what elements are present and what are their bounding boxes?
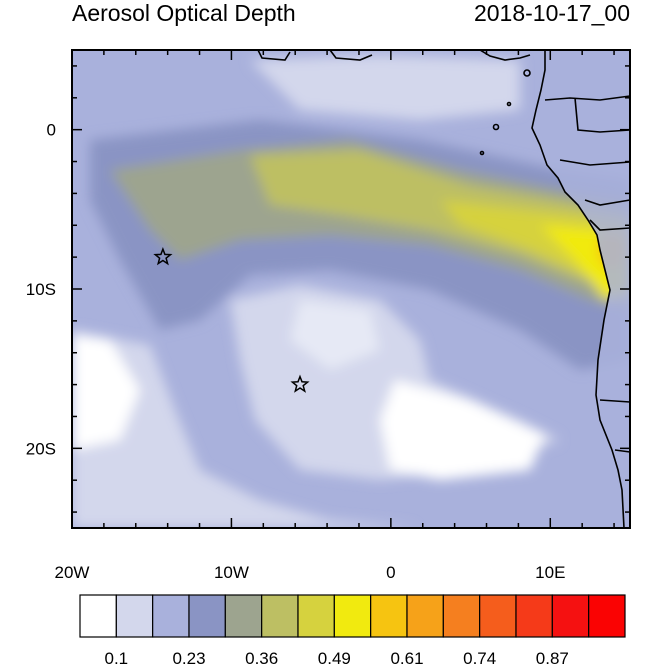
axis-tick-labels: 20W 10W 0 10E 0 10S 20S [26, 121, 566, 582]
colorbar: 0.1 0.23 0.36 0.49 0.61 0.74 0.87 [79, 594, 626, 667]
aod-plume-outer [110, 140, 630, 310]
x-tick-label: 10E [535, 563, 565, 582]
axis-ticks [71, 50, 630, 528]
y-tick-label: 10S [26, 280, 56, 299]
colorbar-swatch [370, 594, 408, 638]
x-tick-label: 0 [386, 563, 395, 582]
coastline-africa-west [531, 50, 625, 528]
x-tick-label: 20W [55, 563, 90, 582]
colorbar-swatch [188, 594, 226, 638]
coastlines [257, 50, 630, 528]
colorbar-label: 0.49 [318, 649, 351, 667]
colorbar-label: 0.74 [463, 649, 496, 667]
colorbar-label: 0.36 [245, 649, 278, 667]
colorbar-swatch [79, 594, 117, 638]
map-title: Aerosol Optical Depth [72, 0, 296, 26]
aod-field [72, 50, 630, 528]
colorbar-label: 0.61 [390, 649, 423, 667]
colorbar-swatch [406, 594, 444, 638]
aod-plume-middle [250, 150, 630, 290]
y-tick-label: 20S [26, 439, 56, 458]
star-marker-2 [290, 374, 310, 393]
colorbar-swatch [551, 594, 590, 638]
colorbar-swatch [515, 594, 553, 638]
colorbar-swatch [261, 594, 299, 638]
x-tick-label: 10W [214, 563, 249, 582]
y-tick-label: 0 [47, 121, 56, 140]
colorbar-swatch [152, 594, 190, 638]
colorbar-swatch [224, 594, 263, 638]
colorbar-swatch [297, 594, 335, 638]
colorbar-swatch [588, 594, 626, 638]
colorbar-swatch [479, 594, 517, 638]
colorbar-swatch [333, 594, 372, 638]
aod-low-region-sw [72, 330, 420, 528]
site-markers [153, 246, 310, 393]
island-4 [506, 101, 512, 107]
land-shading [532, 50, 630, 528]
colorbar-swatch [115, 594, 154, 638]
star-marker-1 [153, 246, 173, 266]
colorbar-label: 0.87 [536, 649, 569, 667]
island-2 [492, 123, 500, 131]
country-borders [544, 95, 630, 453]
map-timestamp: 2018-10-17_00 [473, 0, 630, 26]
island-3 [479, 150, 485, 156]
colorbar-label: 0.1 [105, 649, 129, 667]
colorbar-label: 0.23 [172, 649, 205, 667]
island-1 [523, 69, 531, 77]
colorbar-swatch [442, 594, 481, 638]
aod-clear-region-south [380, 380, 545, 480]
aod-low-region-north [250, 55, 520, 120]
aod-clear-region-west [72, 335, 140, 450]
aod-clear-region-center [290, 300, 380, 370]
